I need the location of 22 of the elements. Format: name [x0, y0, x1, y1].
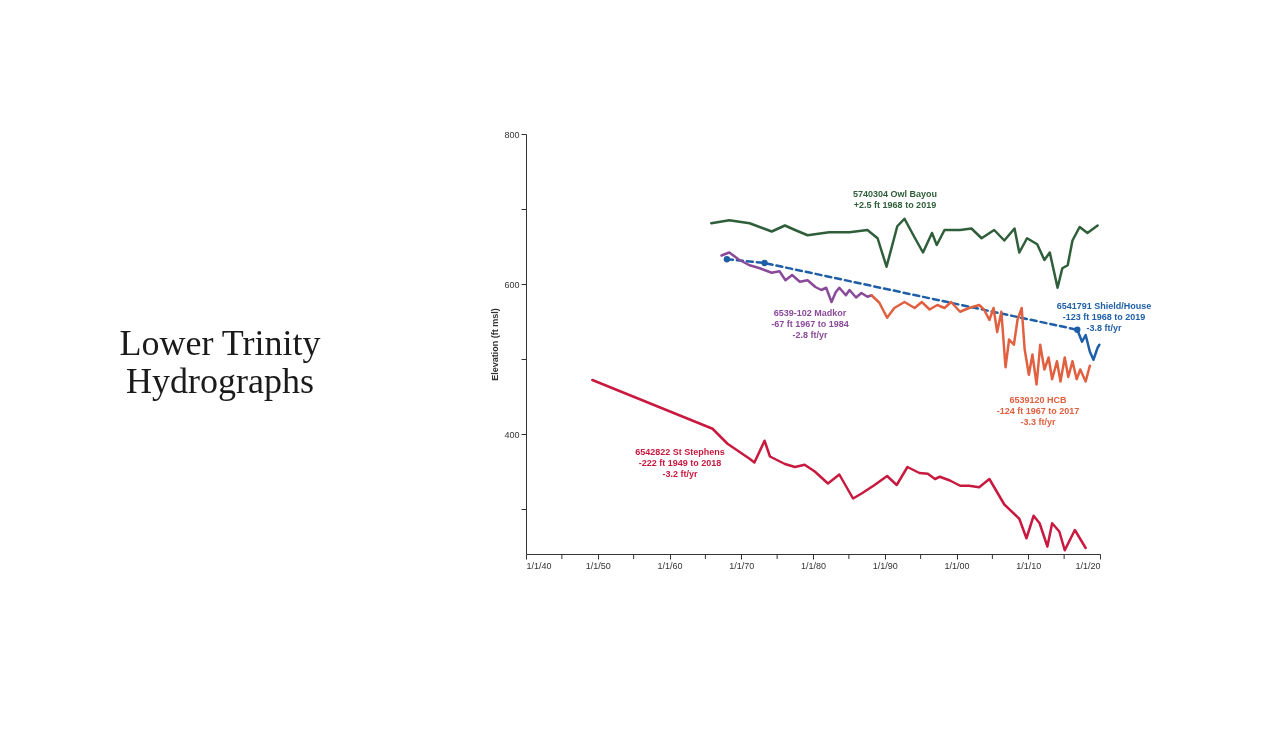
x-tick-label: 1/1/40: [526, 560, 552, 571]
series-label: 6542822 St Stephens -222 ft 1949 to 2018 -3.2 ft/yr: [635, 447, 725, 479]
x-tick-label: 1/1/20: [1075, 560, 1101, 571]
y-tick-label: 400: [504, 429, 520, 440]
y-tick-label: 800: [504, 129, 520, 140]
text: 6541791 Shield/House -123 ft 1968 to 2019 -3.8 ft/yr: [1056, 301, 1152, 333]
series-label: 6539-102 Madkor -67 ft 1967 to 1984 -2.8 ft/yr: [771, 308, 849, 340]
x-tick-label: 1/1/60: [657, 560, 683, 571]
x-tick-label: 1/1/80: [800, 560, 827, 571]
x-tick-label: 1/1/70: [729, 560, 755, 571]
series-label: 6539120 HCB -124 ft 1967 to 2017 -3.3 ft/yr: [996, 395, 1080, 427]
line-series: [720, 251, 873, 304]
y-axis-title: Elevation (ft msl): [490, 308, 501, 381]
y-tick-label: 600: [504, 279, 520, 290]
x-tick-label: 1/1/00: [944, 560, 970, 571]
x-tick-label: 1/1/90: [872, 560, 898, 571]
text: 5740304 Owl Bayou +2.5 ft 1968 to 2019: [852, 189, 938, 210]
x-tick-label: 1/1/10: [1016, 560, 1042, 571]
line-series: [591, 378, 1087, 552]
x-tick-label: 1/1/50: [585, 560, 611, 571]
line-series: [710, 217, 1099, 289]
text: Lower Trinity Hydrographs: [119, 323, 321, 401]
